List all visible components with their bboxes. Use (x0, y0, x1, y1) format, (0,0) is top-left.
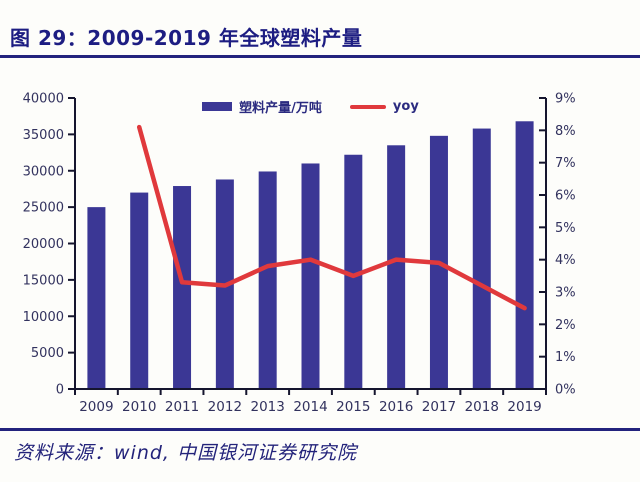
yoy-line (136, 124, 527, 311)
bar-2015 (344, 154, 363, 389)
x-axis-category-label: 2016 (379, 399, 413, 415)
right-axis-tick-label: 7% (555, 156, 576, 171)
bar-2016 (387, 145, 406, 389)
right-axis-tick-label: 2% (555, 318, 576, 333)
bar-2009 (87, 207, 106, 389)
x-axis-category-label: 2010 (122, 399, 156, 415)
bar-2010 (130, 192, 149, 389)
left-axis-tick-label: 35000 (23, 128, 64, 143)
x-axis-category-label: 2013 (251, 399, 285, 415)
right-axis-tick-label: 8% (555, 124, 576, 139)
left-axis-tick-label: 10000 (23, 310, 64, 325)
left-axis-tick-label: 0 (56, 383, 64, 398)
bar-2011 (173, 186, 192, 389)
left-axis-tick-label: 25000 (23, 201, 64, 216)
x-axis-category-label: 2015 (336, 399, 370, 415)
left-axis-tick-label: 15000 (23, 273, 64, 288)
x-axis-category-label: 2018 (465, 399, 499, 415)
left-axis-tick-label: 40000 (23, 92, 64, 107)
right-axis-tick-label: 9% (555, 92, 576, 107)
right-axis-tick-label: 3% (555, 286, 576, 301)
left-axis-tick-label: 5000 (31, 346, 64, 361)
right-axis-tick-label: 0% (555, 383, 576, 398)
bar-2019 (515, 121, 534, 389)
x-axis-category-label: 2019 (507, 399, 541, 415)
x-axis-category-label: 2011 (165, 399, 199, 415)
right-axis-tick-label: 6% (555, 189, 576, 204)
right-axis-tick-label: 5% (555, 221, 576, 236)
x-axis-category-label: 2014 (293, 399, 327, 415)
x-axis-category-label: 2017 (422, 399, 456, 415)
bar-line-chart: 0 5000 10000 15000 20000 25000 30000 35000 40000… (23, 92, 576, 416)
left-axis-tick-label: 30000 (23, 164, 64, 179)
source-note: 资料来源：wind, 中国银河证券研究院 (14, 442, 358, 464)
x-axis-category-label: 2012 (208, 399, 242, 415)
bar-2014 (301, 163, 320, 389)
x-axis-category-label: 2009 (79, 399, 113, 415)
source-divider (0, 428, 640, 431)
bar-2013 (258, 171, 277, 389)
title-divider (0, 55, 640, 58)
bar-2018 (472, 128, 491, 389)
right-axis-tick-label: 4% (555, 253, 576, 268)
left-axis-tick-label: 20000 (23, 237, 64, 252)
figure-title: 图 29：2009-2019 年全球塑料产量 (10, 26, 363, 50)
right-axis-tick-label: 1% (555, 350, 576, 365)
chart-area: 0 5000 10000 15000 20000 25000 30000 35000 40000… (0, 60, 640, 428)
